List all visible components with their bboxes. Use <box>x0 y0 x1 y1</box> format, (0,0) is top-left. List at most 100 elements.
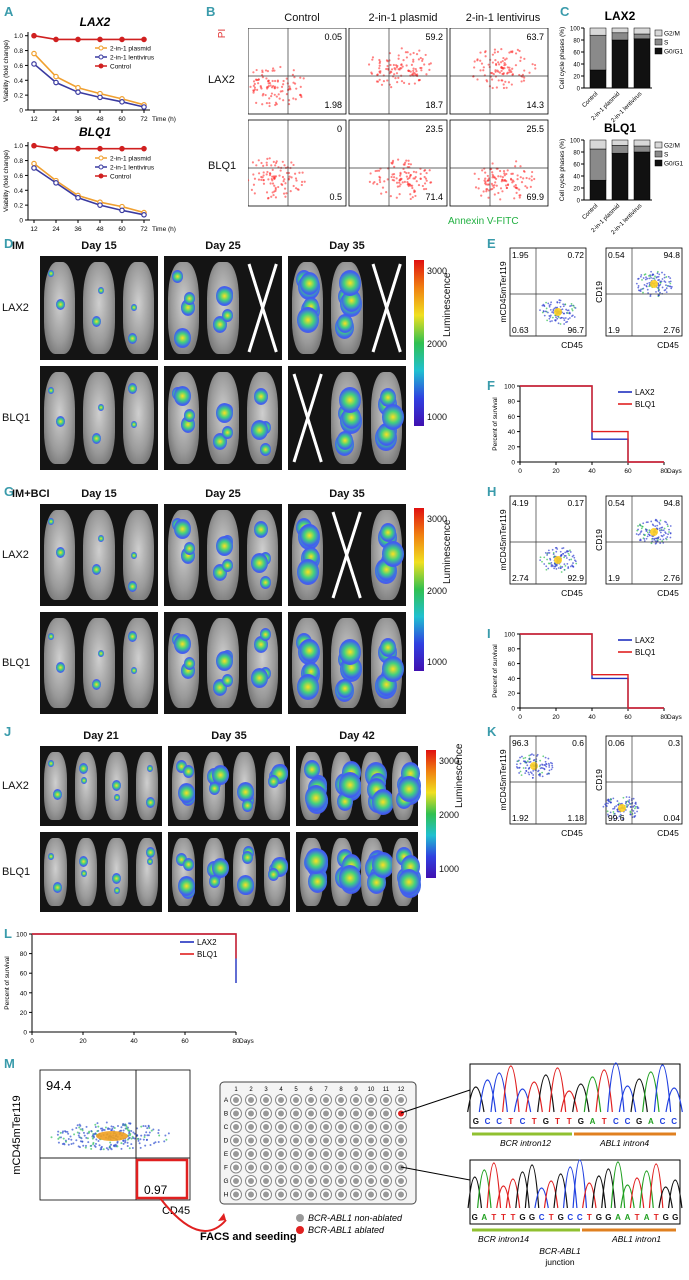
luminescence-spot <box>267 868 279 882</box>
event-dot <box>409 70 412 73</box>
event-dot <box>659 280 662 283</box>
event-dot <box>543 305 546 308</box>
event-dot <box>501 79 504 82</box>
event-dot <box>646 277 649 280</box>
event-dot <box>413 189 416 192</box>
event-dot <box>570 302 573 305</box>
event-dot <box>265 161 268 164</box>
y-tick-label: 20 <box>573 187 580 193</box>
event-dot <box>104 1126 107 1129</box>
event-dot <box>482 190 485 193</box>
event-dot <box>659 542 662 545</box>
event-dot <box>291 73 294 76</box>
event-dot <box>485 79 488 82</box>
event-dot <box>643 540 646 542</box>
y-tick-label: 0.4 <box>14 78 23 85</box>
y-axis-label: Percent of survival <box>492 644 499 698</box>
event-dot <box>81 1129 84 1132</box>
event-dot <box>424 177 428 180</box>
bar-segment <box>611 32 629 41</box>
event-dot <box>274 101 278 104</box>
event-dot <box>533 177 536 181</box>
event-dot <box>125 1125 128 1128</box>
event-dot <box>663 276 666 279</box>
imaging-panel <box>40 504 158 606</box>
event-dot <box>616 808 619 811</box>
well-non-ablated <box>368 1164 374 1171</box>
event-dot <box>538 765 541 768</box>
event-dot <box>570 558 573 561</box>
event-dot <box>657 537 659 540</box>
event-dot <box>666 523 669 526</box>
base-call: C <box>577 1213 583 1222</box>
well-non-ablated <box>338 1137 344 1144</box>
luminescence-spot <box>147 858 153 866</box>
event-dot <box>388 52 392 55</box>
well-non-ablated <box>368 1191 374 1198</box>
peak <box>582 1182 597 1209</box>
event-dot <box>120 1126 123 1129</box>
event-dot <box>479 59 482 62</box>
event-dot <box>399 183 402 186</box>
luminescence-spot <box>216 286 234 307</box>
series-line-2 <box>33 34 144 41</box>
event-dot <box>392 179 396 182</box>
luminescence-spot <box>48 270 54 278</box>
bar-segment <box>633 38 651 89</box>
x-tick-label: 40 <box>588 714 596 721</box>
plate-row-label: E <box>224 1151 229 1158</box>
quadrant-ul: 1.95 <box>512 250 529 260</box>
event-dot <box>75 1126 78 1129</box>
event-dot <box>100 1145 103 1148</box>
event-dot <box>637 289 640 292</box>
event-dot <box>107 1148 110 1151</box>
event-dot <box>531 170 534 174</box>
luminescence-spot <box>174 519 191 540</box>
event-dot <box>501 178 504 181</box>
event-dot <box>618 802 620 805</box>
plate-col-label: 5 <box>294 1087 298 1093</box>
event-dot <box>542 755 545 758</box>
seq1-label-abl1: ABL1 intron4 <box>599 1138 649 1148</box>
well-non-ablated <box>248 1137 254 1144</box>
event-dot <box>633 812 636 815</box>
event-dot <box>412 69 415 72</box>
event-dot <box>271 182 275 185</box>
event-dot <box>505 172 508 176</box>
event-dot <box>514 64 518 67</box>
event-dot <box>109 1141 112 1144</box>
panel-label-k: K <box>487 724 497 739</box>
y-tick-label: 0 <box>511 460 515 467</box>
event-dot <box>575 562 578 565</box>
event-dot <box>157 1140 160 1143</box>
event-dot <box>273 184 276 187</box>
event-dot <box>269 84 272 87</box>
peak <box>553 1173 568 1209</box>
event-dot <box>295 179 298 182</box>
y-tick-label: 80 <box>573 39 580 45</box>
base-call: G <box>472 1213 478 1222</box>
event-dot <box>382 80 386 83</box>
event-dot <box>419 177 422 180</box>
event-dot <box>419 56 422 60</box>
event-dot <box>616 810 619 813</box>
data-point <box>97 94 103 101</box>
event-dot <box>492 186 495 189</box>
well-non-ablated <box>248 1097 254 1103</box>
event-dot <box>648 529 651 531</box>
y-tick-label: 100 <box>504 632 515 639</box>
well-non-ablated <box>338 1178 344 1184</box>
event-dot <box>405 56 408 59</box>
event-dot <box>504 184 508 187</box>
luminescence-scale-bar <box>426 750 436 878</box>
luminescence-spot <box>208 875 220 889</box>
imaging-panel <box>40 832 162 912</box>
peak <box>515 1171 530 1209</box>
event-dot <box>412 58 415 61</box>
quadrant-ll: 99.6 <box>608 813 625 823</box>
event-dot <box>94 1142 97 1145</box>
event-dot <box>526 186 529 189</box>
imaging-panel <box>164 366 282 470</box>
